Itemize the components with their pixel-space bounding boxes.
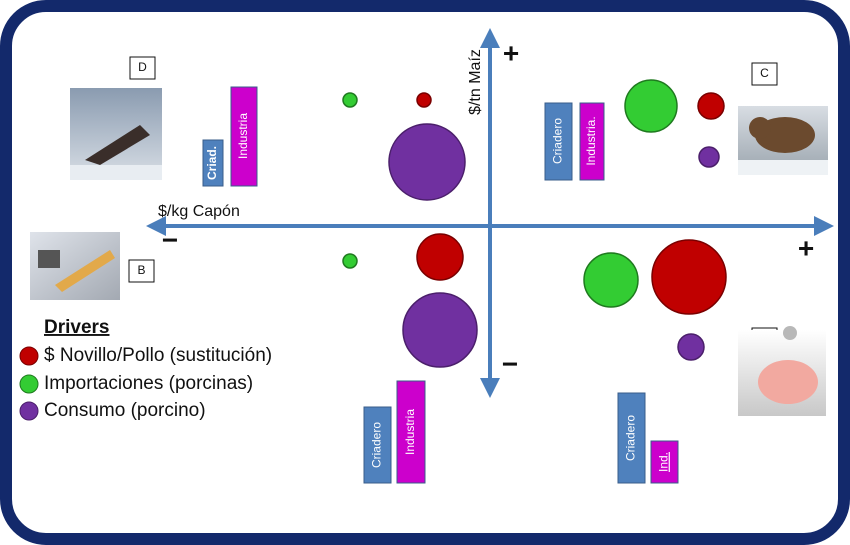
ship-photo [70, 88, 162, 180]
bar-label: Criadero [551, 118, 565, 164]
import-circle [583, 252, 639, 308]
minus-x: − [162, 224, 178, 255]
plus-x: + [798, 232, 814, 263]
x-axis-label: $/kg Capón [158, 203, 240, 220]
plus-y: + [503, 37, 519, 68]
minus-y: − [502, 348, 518, 379]
consumption-circle [402, 292, 478, 368]
label: C [760, 66, 769, 80]
bars-a: Criadero Ind. [617, 392, 679, 484]
bars-d: Criad. Industria [202, 86, 258, 187]
substitution-circle [416, 233, 464, 281]
consumption-circle [388, 123, 466, 201]
legend-swatch [19, 346, 39, 366]
y-axis-label: $/tn Maíz [467, 49, 484, 115]
bar-label: Industria [403, 409, 417, 455]
label: D [138, 60, 147, 74]
bar-label: Criad. [205, 146, 219, 180]
quadrant-d-label: D [129, 56, 156, 80]
legend-swatch [19, 374, 39, 394]
consumption-circle [698, 146, 720, 168]
bar-label: Ind. [657, 452, 671, 472]
legend-item: Consumo (porcino) [44, 400, 206, 421]
legend: Drivers $ Novillo/Pollo (sustitución) Im… [19, 317, 272, 421]
bear-photo [738, 106, 828, 175]
legend-item: $ Novillo/Pollo (sustitución) [44, 345, 272, 366]
legend-swatch [19, 401, 39, 421]
legend-item: Importaciones (porcinas) [44, 373, 253, 394]
bars-c: Criadero Industria. [544, 102, 605, 181]
substitution-circle [651, 239, 727, 315]
legend-title: Drivers [44, 317, 110, 338]
quadrant-b-label: B [128, 259, 155, 283]
bar-label: Industria [236, 113, 250, 159]
bar-label: Criadero [624, 415, 638, 461]
substitution-circle [416, 92, 432, 108]
import-circle [624, 79, 678, 133]
bars-b: Criadero Industria [363, 380, 426, 484]
consumption-circle [677, 333, 705, 361]
bar-label: Criadero [370, 422, 384, 468]
quadrant-c-label: C [751, 62, 778, 86]
substitution-circle [697, 92, 725, 120]
piggy-bank-photo [738, 326, 826, 416]
driver-circles [342, 79, 727, 368]
import-circle [342, 253, 358, 269]
bar-label: Industria. [584, 116, 598, 165]
label: B [137, 263, 145, 277]
pencil-photo [30, 232, 120, 300]
import-circle [342, 92, 358, 108]
